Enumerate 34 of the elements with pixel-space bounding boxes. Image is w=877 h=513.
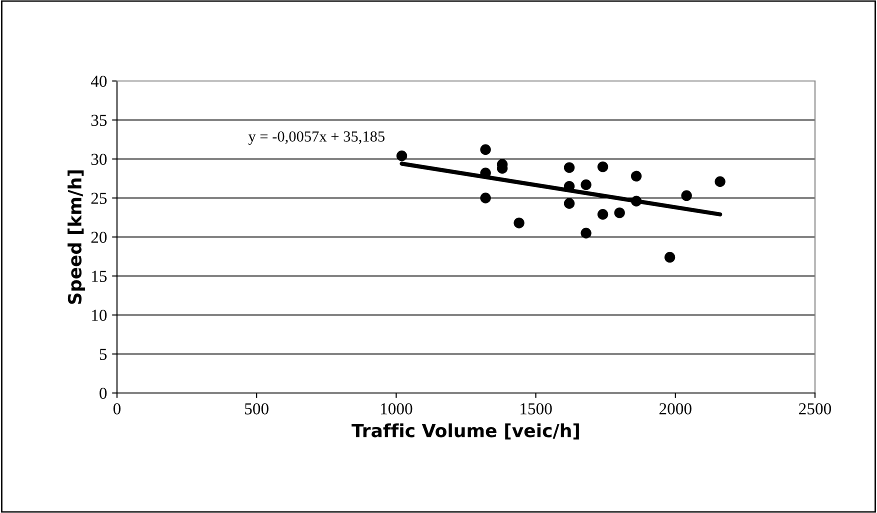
point bbox=[614, 207, 625, 218]
point bbox=[597, 161, 608, 172]
x-tick-label: 0 bbox=[113, 403, 121, 414]
point bbox=[630, 196, 642, 206]
point bbox=[580, 179, 592, 190]
point bbox=[664, 252, 676, 263]
x-axis-title: Traffic Volume [veic/h] bbox=[352, 423, 579, 440]
point bbox=[630, 170, 642, 182]
x-tick-label: 2000 bbox=[659, 403, 692, 414]
point bbox=[514, 218, 524, 228]
y-tick-label: 30 bbox=[91, 154, 107, 165]
point bbox=[564, 198, 575, 209]
x-tick-label: 1500 bbox=[520, 403, 552, 414]
x-tick-label: 1000 bbox=[381, 403, 412, 414]
point bbox=[681, 190, 692, 202]
annotation: y = -0,0057x + 35,185 bbox=[248, 131, 385, 145]
y-axis-title: Speed [km/h] bbox=[68, 170, 86, 304]
y-tick-label: 35 bbox=[91, 114, 107, 126]
point bbox=[714, 176, 726, 187]
point bbox=[480, 192, 491, 204]
point bbox=[564, 162, 575, 173]
y-tick-label: 0 bbox=[100, 388, 107, 399]
point bbox=[480, 144, 491, 155]
point bbox=[580, 228, 592, 238]
point bbox=[597, 209, 608, 220]
y-tick-label: 15 bbox=[92, 270, 107, 282]
x-tick-label: 500 bbox=[245, 403, 268, 414]
y-tick-label: 5 bbox=[100, 348, 107, 360]
y-tick-label: 40 bbox=[90, 76, 107, 87]
y-tick-label: 20 bbox=[91, 232, 107, 243]
point bbox=[396, 150, 408, 162]
y-tick-label: 25 bbox=[91, 192, 107, 204]
x-tick-label: 2500 bbox=[799, 403, 832, 414]
y-tick-label: 10 bbox=[92, 310, 107, 321]
